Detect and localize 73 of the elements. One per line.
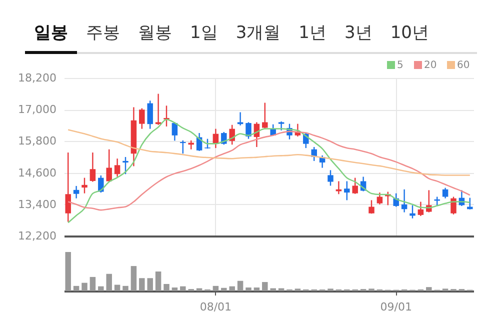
bar (221, 288, 227, 291)
candlestick (73, 185, 80, 199)
candlestick (204, 138, 210, 150)
y-tick-label: 13,400 (18, 198, 56, 211)
candlestick (98, 174, 104, 194)
candlestick (246, 122, 252, 140)
bar (180, 286, 186, 291)
x-tick-label: 08/01 (200, 300, 232, 314)
bar (139, 278, 145, 291)
bar (98, 286, 104, 291)
bar (130, 266, 137, 291)
candlestick (155, 93, 162, 126)
candlestick (82, 177, 88, 194)
text: 주봉 (85, 22, 121, 45)
line-series (67, 129, 471, 176)
line-series (67, 118, 471, 224)
bar (172, 287, 178, 291)
candlestick (450, 196, 456, 216)
bar (114, 284, 120, 291)
candlestick (442, 187, 448, 199)
candlestick (229, 124, 235, 146)
text: 3년 (343, 22, 374, 45)
y-tick-label: 14,600 (18, 166, 56, 180)
candlestick (328, 170, 334, 186)
y-tick-label: 18,200 (18, 72, 56, 84)
bar (82, 282, 88, 291)
x-tick-label: 09/01 (380, 300, 412, 314)
bar (122, 286, 128, 291)
legend-label: 5 (397, 60, 404, 71)
bar (246, 287, 252, 291)
candlestick (376, 192, 383, 205)
bar (237, 280, 244, 291)
candlestick (237, 112, 244, 126)
candlestick (172, 122, 178, 142)
candlestick (122, 156, 128, 175)
bar (73, 286, 80, 291)
bar (426, 287, 432, 291)
bar (254, 287, 260, 291)
bar (270, 288, 276, 291)
bar (164, 284, 170, 291)
y-tick-label: 17,000 (18, 103, 56, 116)
candlestick (262, 102, 268, 129)
legend-label: 60 (457, 60, 470, 71)
text: 1일 (189, 22, 219, 45)
candlestick (368, 200, 374, 214)
candlestick (401, 188, 408, 213)
bar (106, 274, 112, 291)
bar (90, 276, 96, 291)
y-tick-label: 15,800 (18, 134, 56, 148)
text: 3개월 (234, 22, 282, 45)
text: 월봉 (137, 22, 173, 45)
candlestick (114, 158, 120, 178)
bar (147, 278, 153, 291)
text: 일봉 (33, 22, 69, 45)
candlestick (65, 152, 71, 222)
legend-label: 20 (424, 60, 437, 71)
y-tick-label: 12,200 (18, 230, 56, 242)
text: 10년 (389, 22, 430, 45)
text: 1년 (298, 22, 328, 45)
candlestick (147, 100, 153, 130)
candlestick (90, 152, 96, 182)
bar (229, 286, 235, 291)
bar (155, 272, 162, 291)
candlestick (180, 140, 186, 154)
bar (212, 286, 219, 291)
candlestick (344, 180, 350, 201)
candlestick (106, 148, 112, 182)
candlestick (352, 177, 358, 194)
candlestick (139, 108, 145, 130)
candlestick (164, 105, 170, 128)
bar (262, 282, 268, 291)
bar (65, 252, 71, 291)
candlestick (418, 201, 424, 217)
